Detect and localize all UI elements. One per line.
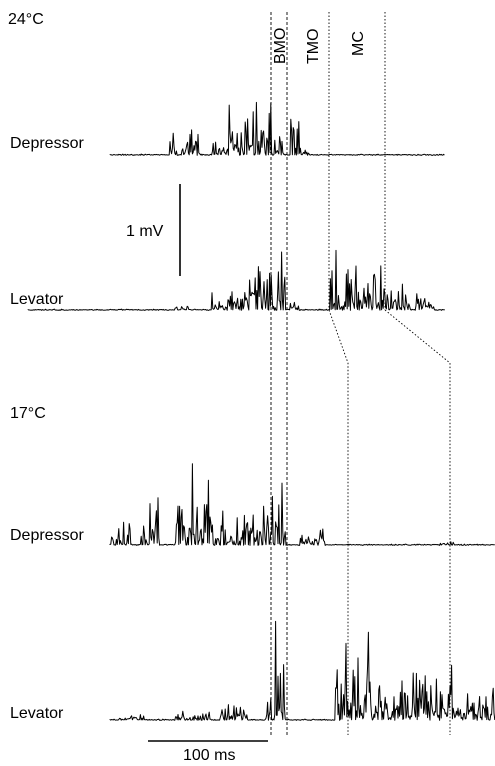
trace-label-levator-24: Levator — [10, 291, 64, 308]
temperature-label-17: 17°C — [10, 405, 46, 422]
trace-label-depressor-17: Depressor — [10, 527, 84, 544]
phase-label-mc: MC — [350, 31, 367, 56]
temperature-label-24: 24°C — [8, 11, 44, 28]
tmo-mc-line-stretch — [328, 309, 349, 735]
trace-depressor-24c — [109, 101, 445, 156]
trace-label-levator-17: Levator — [10, 705, 64, 722]
voltage-scale-label: 1 mV — [126, 223, 164, 240]
trace-label-depressor-24: Depressor — [10, 135, 84, 152]
trace-levator-17c — [109, 620, 495, 721]
phase-label-tmo: TMO — [305, 28, 322, 64]
time-scale-label: 100 ms — [183, 747, 235, 764]
phase-dividers — [270, 12, 451, 735]
phase-label-bmo: BMO — [272, 28, 289, 64]
mc-end-line-stretch — [384, 309, 451, 735]
trace-depressor-17c — [109, 463, 495, 546]
trace-levator-24c — [27, 249, 445, 311]
